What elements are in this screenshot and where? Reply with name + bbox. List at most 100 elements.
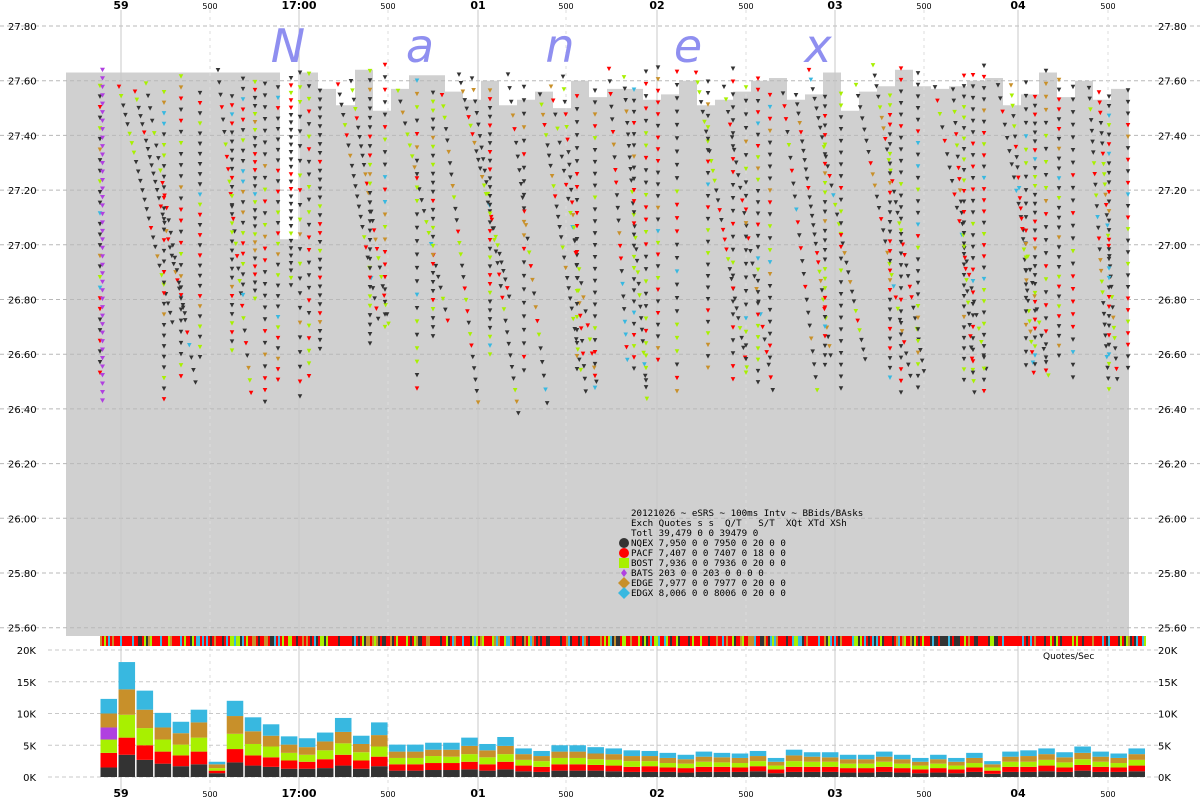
quote-mark: [1032, 166, 1038, 171]
strip-tick: [670, 636, 672, 646]
quote-mark: [1027, 319, 1032, 324]
strip-tick: [872, 636, 874, 646]
quote-mark: [1023, 147, 1029, 153]
quote-mark: [705, 205, 711, 210]
quote-mark: [1013, 144, 1019, 150]
rate-bar-segment: [1056, 757, 1073, 763]
quote-mark: [161, 354, 167, 360]
strip-tick: [184, 636, 186, 646]
rate-bar-segment: [479, 757, 496, 765]
rate-bar-segment: [136, 759, 154, 777]
quote-mark: [592, 100, 598, 105]
strip-tick: [514, 636, 516, 646]
rate-bar-segment: [226, 716, 244, 734]
legend-header: Exch Quotes s s Q/T S/T XQt XTd XSh: [631, 518, 847, 529]
quote-mark: [655, 112, 661, 117]
rate-bar-segment: [839, 754, 857, 760]
quote-mark: [743, 329, 749, 335]
quote-mark: [504, 330, 510, 335]
quote-mark: [229, 312, 235, 317]
quote-mark: [508, 353, 513, 358]
quote-mark: [755, 245, 761, 250]
quote-mark: [1023, 255, 1029, 260]
strip-tick: [762, 636, 764, 646]
quote-mark: [969, 286, 974, 291]
rate-bar-segment: [118, 689, 136, 715]
quote-mark: [1125, 146, 1131, 151]
quote-mark: [382, 162, 388, 168]
rate-bar-segment: [100, 698, 118, 714]
quote-mark: [727, 122, 733, 128]
quote-mark: [496, 272, 502, 278]
quote-mark: [624, 109, 629, 114]
quote-mark: [932, 85, 938, 90]
quote-mark: [252, 103, 258, 109]
quote-mark: [611, 142, 617, 148]
quote-mark: [197, 314, 203, 319]
quote-mark: [240, 148, 246, 154]
rate-bar-segment: [280, 768, 298, 777]
rate-bar-segment: [569, 751, 586, 758]
quote-mark: [1099, 279, 1105, 285]
quote-mark: [674, 389, 680, 394]
quote-mark: [1097, 110, 1103, 116]
quote-mark: [755, 233, 761, 239]
quote-mark: [229, 266, 235, 272]
quote-mark: [275, 252, 281, 257]
quote-mark: [893, 295, 899, 300]
quote-mark: [513, 140, 519, 146]
quote-mark: [306, 109, 312, 114]
rate-bar-segment: [894, 772, 911, 777]
quote-mark: [161, 280, 167, 286]
quote-mark: [643, 131, 649, 136]
quote-mark: [430, 325, 436, 330]
quote-mark: [97, 317, 103, 322]
quote-mark: [592, 385, 598, 391]
quote-mark: [275, 189, 281, 195]
rate-bar-segment: [190, 764, 208, 777]
price-plot: [0, 10, 1200, 792]
quote-mark: [367, 153, 373, 158]
quote-mark: [981, 355, 987, 360]
quote-mark: [970, 313, 976, 318]
rate-bar-segment: [154, 739, 172, 752]
quote-mark: [876, 205, 882, 211]
quote-mark: [903, 351, 909, 356]
quote-mark: [767, 116, 773, 122]
quote-mark: [262, 364, 268, 369]
quote-mark: [887, 375, 893, 380]
quote-mark: [1070, 261, 1076, 267]
quote-mark: [838, 256, 844, 262]
quote-mark: [898, 124, 904, 129]
quote-mark: [140, 122, 145, 127]
quote-mark: [275, 158, 281, 163]
quote-mark: [252, 176, 258, 181]
quote-mark: [178, 207, 184, 212]
quote-mark: [705, 308, 711, 313]
quote-mark: [252, 160, 258, 165]
rate-bar-segment: [731, 767, 749, 772]
quote-mark: [724, 247, 729, 252]
quote-mark: [252, 184, 258, 189]
quote-mark: [288, 253, 294, 259]
quote-mark: [1011, 175, 1017, 180]
quote-mark: [970, 233, 976, 238]
quote-mark: [915, 385, 921, 390]
price-tick-left: 25.80: [8, 569, 37, 580]
quote-mark: [1023, 93, 1029, 99]
quote-trace: [721, 84, 776, 393]
strip-tick: [420, 636, 422, 646]
quote-mark: [674, 202, 680, 208]
strip-tick: [950, 636, 952, 646]
quote-mark: [981, 377, 987, 383]
quote-mark: [548, 163, 553, 169]
quote-mark: [466, 115, 471, 120]
quote-mark: [348, 79, 354, 84]
quote-mark: [634, 258, 640, 264]
quote-mark: [904, 263, 909, 269]
quote-trace: [132, 89, 188, 316]
quote-mark: [744, 223, 749, 229]
quote-mark: [643, 242, 649, 247]
quote-mark: [1110, 315, 1116, 321]
strip-tick: [642, 636, 644, 646]
